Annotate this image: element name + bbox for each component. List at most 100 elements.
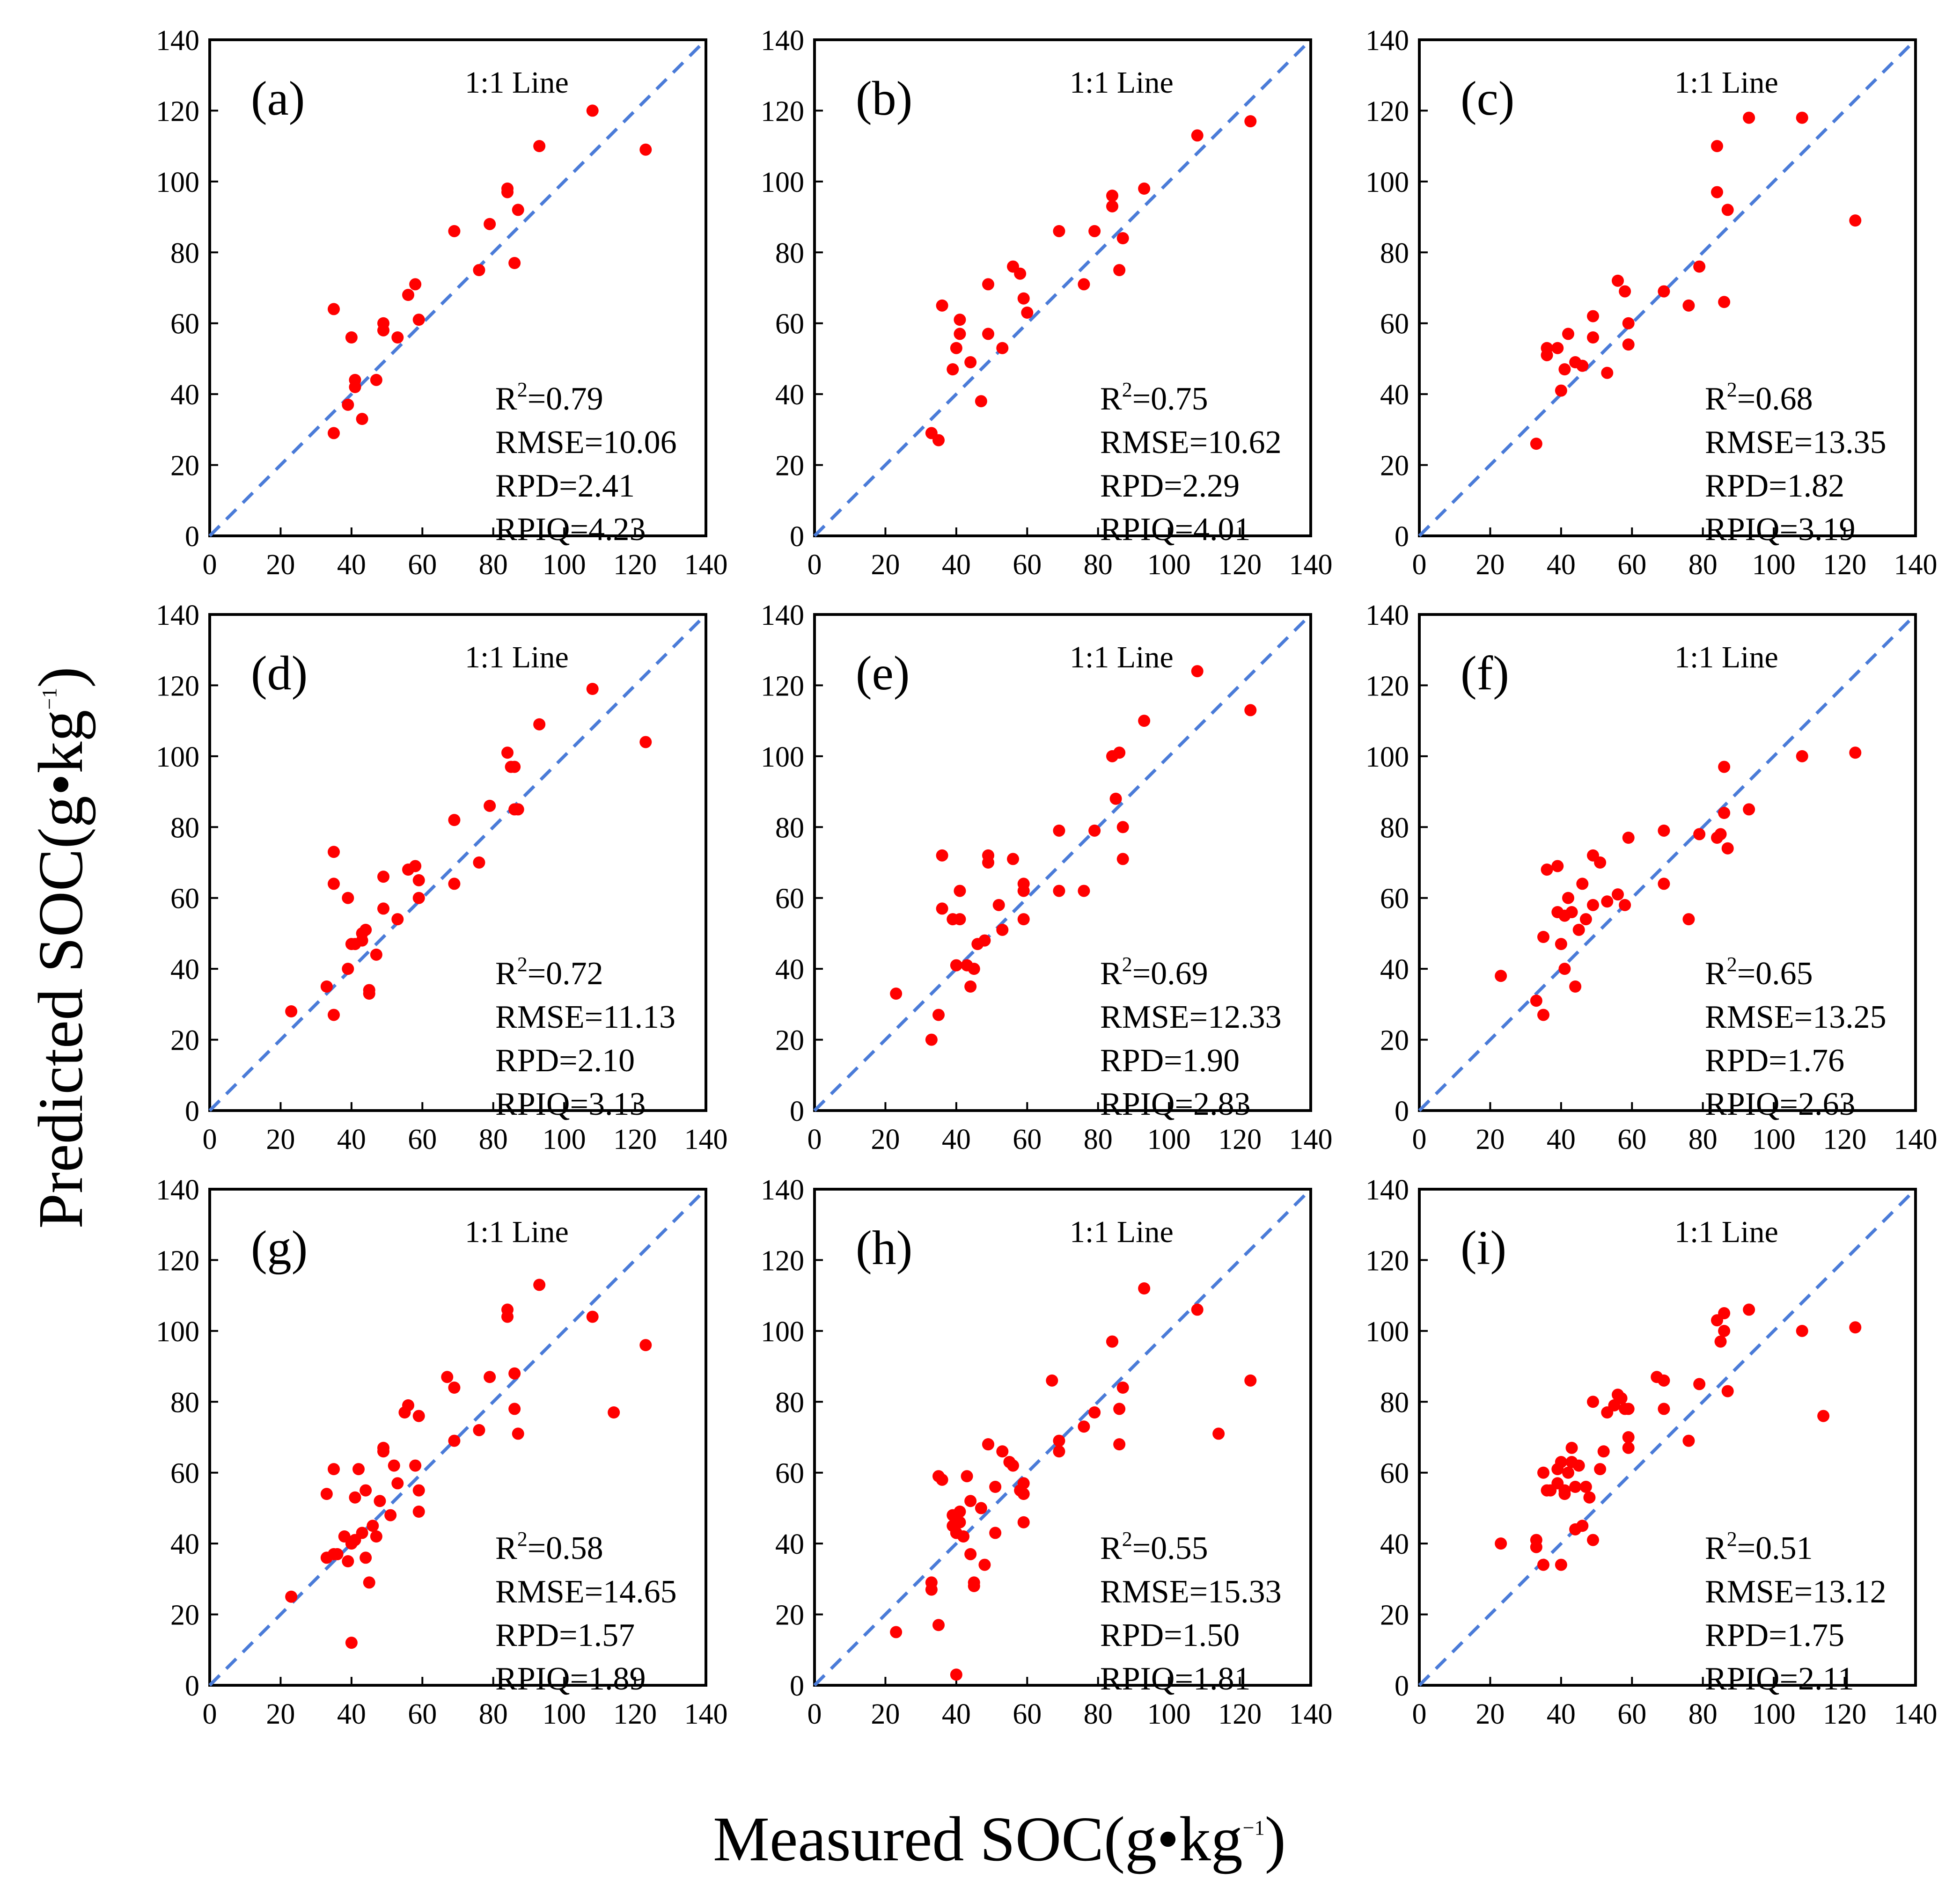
data-point	[954, 314, 966, 326]
data-point	[1530, 438, 1542, 450]
stat-rpiq: RPIQ=2.11	[1705, 1661, 1854, 1697]
data-point	[1693, 828, 1706, 841]
data-point	[1796, 750, 1808, 762]
panel-d: 00 20 20 40 40 60 60 80 80 100 100 120 120 140 140 (d) 1…	[156, 600, 728, 1155]
data-point	[1244, 704, 1257, 717]
stat-rpd: RPD=1.90	[1100, 1043, 1240, 1079]
data-point	[1597, 1445, 1610, 1458]
panel-label: (f)	[1461, 646, 1509, 700]
stat-r2: R2=0.79	[495, 378, 603, 417]
x-tick-label: 40	[1547, 1698, 1576, 1730]
x-tick-label: 20	[1476, 1124, 1505, 1155]
y-tick-label: 80	[170, 1387, 199, 1419]
data-point	[954, 913, 966, 926]
data-point	[1138, 715, 1151, 727]
x-tick-label: 100	[1147, 1124, 1191, 1155]
x-tick-label: 40	[1547, 549, 1576, 581]
data-point	[1658, 878, 1670, 890]
y-tick-label: 120	[156, 95, 199, 127]
panel-i: 00 20 20 40 40 60 60 80 80 100 100 120 120 140 140 (i) 1…	[1365, 1174, 1938, 1730]
panel-b-frame	[813, 38, 1312, 537]
x-tick-label: 40	[337, 1124, 366, 1155]
panel-h: 00 20 20 40 40 60 60 80 80 100 100 120 120 140 140 (h) 1…	[761, 1174, 1333, 1730]
data-point	[586, 683, 599, 695]
data-point	[349, 1491, 361, 1504]
y-tick-label: 20	[775, 1025, 804, 1057]
stat-rmse: RMSE=10.62	[1100, 424, 1282, 461]
data-point	[360, 1551, 372, 1564]
data-point	[1718, 807, 1731, 819]
data-point	[936, 1473, 948, 1486]
data-point	[639, 1339, 652, 1352]
data-point	[1053, 1434, 1065, 1447]
data-point	[1530, 1534, 1542, 1546]
stat-rmse: RMSE=12.33	[1100, 999, 1282, 1035]
data-point	[1555, 1558, 1567, 1571]
x-axis-title: Measured SOC(g•kg−1)	[713, 1804, 1286, 1874]
data-point	[1658, 1403, 1670, 1415]
y-tick-label: 60	[775, 308, 804, 340]
x-tick-label: 100	[1147, 549, 1191, 581]
data-point	[402, 289, 414, 301]
stat-rmse: RMSE=15.33	[1100, 1574, 1282, 1610]
x-tick-label: 20	[1476, 1698, 1505, 1730]
y-tick-label: 80	[1380, 1387, 1409, 1419]
x-tick-label: 100	[543, 1698, 586, 1730]
x-tick-label: 0	[807, 1124, 822, 1155]
data-point	[448, 878, 461, 890]
data-point	[964, 980, 977, 993]
y-tick-label: 120	[761, 1245, 804, 1277]
y-tick-label: 100	[156, 1316, 199, 1348]
data-point	[448, 814, 461, 826]
y-tick-label: 120	[1365, 1245, 1409, 1277]
data-point	[384, 1509, 397, 1521]
x-tick-label: 140	[1289, 1698, 1333, 1730]
data-point	[1106, 200, 1118, 212]
y-tick-label: 60	[775, 883, 804, 915]
data-point	[512, 803, 524, 816]
data-point	[1743, 1303, 1755, 1316]
data-point	[1572, 1459, 1585, 1472]
data-point	[533, 1279, 546, 1291]
data-point	[982, 278, 994, 291]
data-point	[533, 140, 546, 153]
data-point	[1849, 746, 1862, 759]
data-point	[1576, 878, 1589, 890]
data-point	[1088, 1406, 1101, 1419]
panel-d-frame	[208, 613, 707, 1112]
data-point	[968, 1576, 980, 1589]
data-point	[1619, 285, 1631, 298]
stat-rpd: RPD=2.29	[1100, 468, 1240, 504]
x-tick-label: 0	[1412, 1124, 1427, 1155]
line-label: 1:1 Line	[1070, 66, 1174, 100]
panel-label: (c)	[1461, 72, 1514, 125]
data-point	[947, 363, 959, 376]
data-point	[1718, 296, 1731, 308]
data-point	[1116, 232, 1129, 244]
panel-label: (g)	[251, 1221, 308, 1275]
data-point	[1693, 260, 1706, 273]
data-point	[925, 1583, 938, 1596]
data-point	[1116, 821, 1129, 834]
data-point	[1579, 1481, 1592, 1493]
x-tick-label: 120	[1218, 549, 1262, 581]
stat-r2: R2=0.75	[1100, 378, 1208, 417]
x-tick-label: 140	[1289, 1124, 1333, 1155]
panel-label: (i)	[1461, 1221, 1506, 1275]
x-tick-label: 40	[337, 549, 366, 581]
data-point	[1555, 938, 1567, 951]
data-point	[1658, 1374, 1670, 1387]
line-label: 1:1 Line	[1674, 640, 1778, 674]
data-point	[1078, 278, 1090, 291]
data-point	[950, 1668, 962, 1681]
x-tick-label: 140	[684, 549, 728, 581]
x-tick-label: 140	[1894, 549, 1938, 581]
data-point	[328, 303, 340, 315]
line-label: 1:1 Line	[1070, 640, 1174, 674]
data-point	[484, 218, 496, 230]
data-point	[508, 1403, 521, 1415]
data-point	[1558, 363, 1571, 376]
data-point	[1551, 860, 1564, 872]
x-tick-label: 0	[203, 1698, 217, 1730]
data-point	[409, 278, 422, 291]
